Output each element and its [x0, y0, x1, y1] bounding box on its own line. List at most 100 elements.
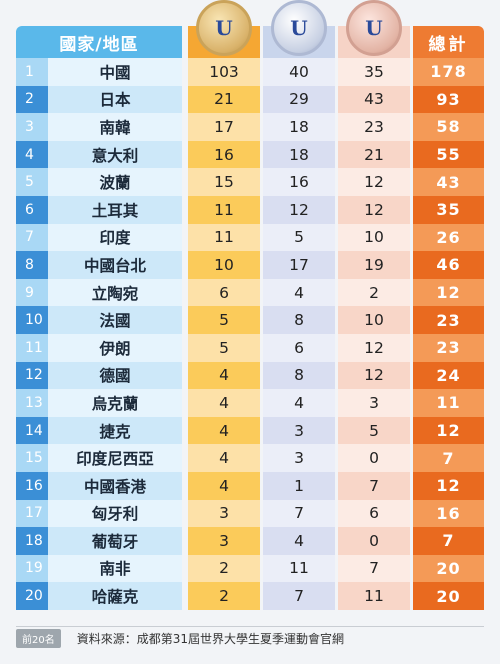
gold-count-cell: 4 [188, 471, 260, 500]
total-column-header: 總計 [413, 26, 484, 58]
total-count-cell: 16 [413, 499, 484, 528]
country-cell: 南韓 [48, 113, 182, 141]
table-row: 8 中國台北 10 17 19 46 [16, 251, 484, 279]
gold-count-cell: 11 [188, 223, 260, 252]
gold-count-cell: 4 [188, 416, 260, 445]
gold-count-cell: 103 [188, 58, 260, 86]
gold-count-cell: 11 [188, 195, 260, 224]
rank-cell: 6 [16, 195, 48, 224]
table-row: 10 法國 5 8 10 23 [16, 306, 484, 334]
rank-cell: 20 [16, 582, 48, 610]
silver-count-cell: 18 [263, 113, 335, 141]
silver-medal-mark: U [290, 16, 308, 40]
table-row: 13 烏克蘭 4 4 3 11 [16, 389, 484, 417]
gold-count-cell: 3 [188, 499, 260, 528]
rank-cell: 15 [16, 444, 48, 472]
bronze-count-cell: 7 [338, 471, 410, 500]
total-count-cell: 23 [413, 333, 484, 362]
table-row: 1 中國 103 40 35 178 [16, 58, 484, 86]
silver-medal-icon: U [271, 0, 327, 56]
table-row: 11 伊朗 5 6 12 23 [16, 333, 484, 362]
silver-count-cell: 40 [263, 58, 335, 86]
table-row: 14 捷克 4 3 5 12 [16, 416, 484, 445]
bronze-count-cell: 2 [338, 278, 410, 307]
rank-cell: 14 [16, 416, 48, 445]
silver-count-cell: 4 [263, 527, 335, 555]
bronze-count-cell: 0 [338, 444, 410, 472]
gold-column-header: U [188, 0, 260, 58]
country-cell: 捷克 [48, 416, 182, 445]
country-cell: 中國香港 [48, 471, 182, 500]
rank-cell: 9 [16, 278, 48, 307]
gold-count-cell: 4 [188, 389, 260, 417]
rank-cell: 12 [16, 361, 48, 390]
country-cell: 德國 [48, 361, 182, 390]
silver-count-cell: 12 [263, 195, 335, 224]
bronze-count-cell: 21 [338, 140, 410, 169]
country-cell: 哈薩克 [48, 582, 182, 610]
silver-count-cell: 1 [263, 471, 335, 500]
table-row: 16 中國香港 4 1 7 12 [16, 471, 484, 500]
silver-count-cell: 29 [263, 85, 335, 114]
table-row: 6 土耳其 11 12 12 35 [16, 195, 484, 224]
gold-medal-mark: U [215, 16, 233, 40]
silver-count-cell: 3 [263, 444, 335, 472]
bronze-count-cell: 11 [338, 582, 410, 610]
silver-count-cell: 8 [263, 361, 335, 390]
silver-count-cell: 5 [263, 223, 335, 252]
bronze-count-cell: 12 [338, 361, 410, 390]
rank-cell: 1 [16, 58, 48, 86]
silver-count-cell: 6 [263, 333, 335, 362]
rank-cell: 18 [16, 527, 48, 555]
table-row: 17 匈牙利 3 7 6 16 [16, 499, 484, 528]
total-count-cell: 20 [413, 582, 484, 610]
gold-count-cell: 10 [188, 251, 260, 279]
country-cell: 土耳其 [48, 195, 182, 224]
silver-count-cell: 7 [263, 499, 335, 528]
bronze-count-cell: 12 [338, 333, 410, 362]
total-count-cell: 7 [413, 444, 484, 472]
bronze-column-header: U [338, 0, 410, 58]
rank-cell: 11 [16, 333, 48, 362]
bronze-count-cell: 3 [338, 389, 410, 417]
gold-count-cell: 3 [188, 527, 260, 555]
silver-count-cell: 4 [263, 278, 335, 307]
total-count-cell: 35 [413, 195, 484, 224]
country-cell: 烏克蘭 [48, 389, 182, 417]
bronze-count-cell: 23 [338, 113, 410, 141]
total-count-cell: 178 [413, 58, 484, 86]
country-cell: 中國台北 [48, 251, 182, 279]
country-cell: 匈牙利 [48, 499, 182, 528]
country-cell: 日本 [48, 85, 182, 114]
bronze-count-cell: 5 [338, 416, 410, 445]
gold-count-cell: 16 [188, 140, 260, 169]
bronze-count-cell: 19 [338, 251, 410, 279]
total-count-cell: 11 [413, 389, 484, 417]
gold-count-cell: 17 [188, 113, 260, 141]
silver-column-header: U [263, 0, 335, 58]
silver-count-cell: 7 [263, 582, 335, 610]
table-row: 12 德國 4 8 12 24 [16, 361, 484, 390]
rank-cell: 3 [16, 113, 48, 141]
total-count-cell: 23 [413, 306, 484, 334]
bronze-medal-icon: U [346, 0, 402, 56]
bronze-count-cell: 35 [338, 58, 410, 86]
table-header: 國家/地區 U U U 總計 [16, 0, 484, 58]
rank-cell: 2 [16, 85, 48, 114]
country-cell: 葡萄牙 [48, 527, 182, 555]
gold-count-cell: 4 [188, 444, 260, 472]
rank-cell: 10 [16, 306, 48, 334]
total-count-cell: 12 [413, 471, 484, 500]
bronze-medal-mark: U [365, 16, 383, 40]
rank-cell: 8 [16, 251, 48, 279]
total-count-cell: 20 [413, 554, 484, 583]
silver-count-cell: 18 [263, 140, 335, 169]
country-cell: 印度尼西亞 [48, 444, 182, 472]
table-row: 18 葡萄牙 3 4 0 7 [16, 527, 484, 555]
total-count-cell: 24 [413, 361, 484, 390]
silver-count-cell: 8 [263, 306, 335, 334]
total-count-cell: 7 [413, 527, 484, 555]
table-row: 7 印度 11 5 10 26 [16, 223, 484, 252]
medal-table: 國家/地區 U U U 總計 1 中國 103 40 35 178 2 日本 21 29 43 93 3… [16, 0, 484, 610]
total-count-cell: 55 [413, 140, 484, 169]
